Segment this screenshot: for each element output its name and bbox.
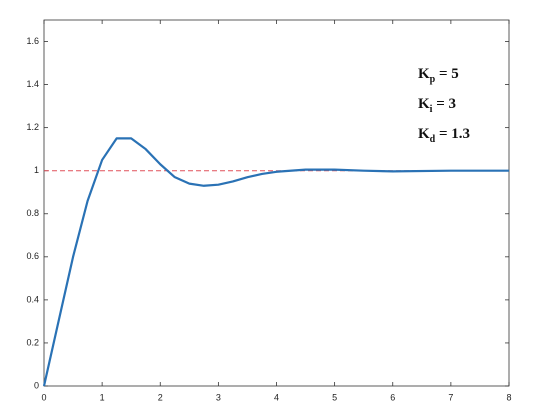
y-tick-label: 1 xyxy=(34,165,39,175)
x-tick-label: 5 xyxy=(332,392,337,402)
annotation: Ki = 3 xyxy=(418,96,456,115)
response-line xyxy=(42,137,509,387)
annotation-symbol: K xyxy=(418,96,430,112)
y-tick-label: 1.6 xyxy=(26,36,39,46)
y-tick-label: 0 xyxy=(34,380,39,390)
x-tick-label: 7 xyxy=(448,392,453,402)
annotation-value: = 3 xyxy=(432,96,456,112)
y-tick-label: 0.4 xyxy=(26,294,39,304)
x-tick-label: 2 xyxy=(158,392,163,402)
annotation-subscript: d xyxy=(430,134,436,145)
annotation-symbol: K xyxy=(418,66,430,82)
x-tick-label: 0 xyxy=(41,392,46,402)
annotation-value: = 1.3 xyxy=(435,126,470,142)
y-tick-label: 1.4 xyxy=(26,79,39,89)
y-tick-label: 0.8 xyxy=(26,208,39,218)
plot-area xyxy=(43,19,510,387)
x-tick-label: 1 xyxy=(100,392,105,402)
annotation-value: = 5 xyxy=(435,66,459,82)
x-tick-label: 6 xyxy=(390,392,395,402)
annotation-subscript: i xyxy=(430,104,433,115)
y-tick-label: 0.6 xyxy=(26,251,39,261)
annotation: Kd = 1.3 xyxy=(418,126,470,145)
x-tick-label: 8 xyxy=(506,392,511,402)
y-tick-label: 1.2 xyxy=(26,122,39,132)
annotation-subscript: p xyxy=(430,74,436,85)
y-tick-label: 0.2 xyxy=(26,337,39,347)
annotation: Kp = 5 xyxy=(418,66,459,85)
x-tick-label: 4 xyxy=(274,392,279,402)
x-tick-label: 3 xyxy=(216,392,221,402)
annotation-symbol: K xyxy=(418,126,430,142)
